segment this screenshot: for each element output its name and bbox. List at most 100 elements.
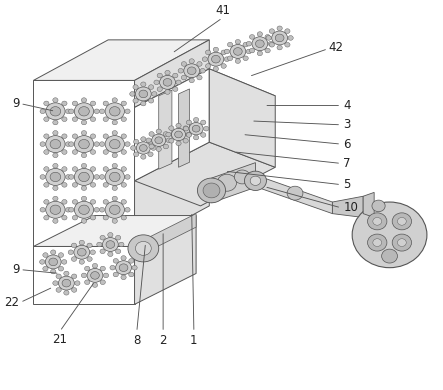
Circle shape <box>201 120 206 125</box>
Circle shape <box>72 150 78 154</box>
Circle shape <box>82 273 87 278</box>
Circle shape <box>249 48 255 53</box>
Circle shape <box>148 85 154 89</box>
Circle shape <box>94 109 99 113</box>
Circle shape <box>51 269 56 274</box>
Circle shape <box>44 150 49 154</box>
Circle shape <box>187 133 191 137</box>
Circle shape <box>139 90 148 98</box>
Polygon shape <box>33 40 209 80</box>
Circle shape <box>189 78 194 83</box>
Circle shape <box>87 268 103 282</box>
Circle shape <box>189 122 203 135</box>
Circle shape <box>230 44 246 58</box>
Circle shape <box>269 43 275 47</box>
Circle shape <box>246 49 252 54</box>
Circle shape <box>163 132 168 136</box>
Circle shape <box>265 35 270 39</box>
Polygon shape <box>135 69 275 135</box>
Circle shape <box>56 288 61 292</box>
Circle shape <box>62 183 67 187</box>
Circle shape <box>245 171 266 190</box>
Circle shape <box>155 137 163 144</box>
Circle shape <box>221 50 226 55</box>
Circle shape <box>87 257 92 261</box>
Circle shape <box>74 168 93 185</box>
Circle shape <box>257 32 263 36</box>
Circle shape <box>121 167 126 171</box>
Circle shape <box>156 147 161 151</box>
Circle shape <box>90 150 96 154</box>
Polygon shape <box>33 246 135 304</box>
Circle shape <box>121 200 126 204</box>
Circle shape <box>112 98 117 103</box>
Circle shape <box>72 167 78 171</box>
Circle shape <box>56 274 61 278</box>
Circle shape <box>66 207 71 212</box>
Circle shape <box>53 281 58 285</box>
Circle shape <box>183 126 189 131</box>
Circle shape <box>119 264 128 271</box>
Circle shape <box>277 26 282 30</box>
Circle shape <box>116 249 121 254</box>
Circle shape <box>202 57 207 62</box>
Circle shape <box>78 248 86 256</box>
Circle shape <box>100 280 105 285</box>
Circle shape <box>154 80 159 85</box>
Circle shape <box>94 175 99 179</box>
Circle shape <box>197 75 202 80</box>
Circle shape <box>203 183 220 198</box>
Circle shape <box>103 183 109 187</box>
Circle shape <box>257 51 263 56</box>
Circle shape <box>392 234 412 251</box>
Circle shape <box>184 64 200 78</box>
Circle shape <box>92 283 97 287</box>
Circle shape <box>68 250 74 255</box>
Circle shape <box>64 291 69 295</box>
Circle shape <box>116 261 132 275</box>
Circle shape <box>112 196 117 201</box>
Circle shape <box>51 250 56 255</box>
Circle shape <box>227 56 233 60</box>
Circle shape <box>40 175 45 179</box>
Circle shape <box>183 126 188 131</box>
Circle shape <box>213 67 218 71</box>
Circle shape <box>103 150 109 154</box>
Polygon shape <box>256 175 332 214</box>
Circle shape <box>287 186 303 200</box>
Circle shape <box>44 117 49 122</box>
Circle shape <box>43 253 48 257</box>
Circle shape <box>133 139 139 144</box>
Circle shape <box>53 131 58 135</box>
Circle shape <box>66 175 71 179</box>
Circle shape <box>44 101 49 106</box>
Circle shape <box>250 176 261 185</box>
Circle shape <box>53 163 58 168</box>
Circle shape <box>288 35 293 40</box>
Circle shape <box>99 109 105 113</box>
Circle shape <box>90 167 96 171</box>
Circle shape <box>113 272 118 277</box>
Circle shape <box>136 87 151 101</box>
Circle shape <box>39 260 45 264</box>
Circle shape <box>128 235 159 262</box>
Circle shape <box>62 167 67 171</box>
Circle shape <box>194 135 199 140</box>
Circle shape <box>178 68 183 73</box>
Circle shape <box>82 163 87 168</box>
Circle shape <box>116 236 121 240</box>
Circle shape <box>152 92 157 96</box>
Circle shape <box>82 120 87 125</box>
Circle shape <box>90 200 96 204</box>
Circle shape <box>208 52 224 66</box>
Circle shape <box>285 29 290 34</box>
Circle shape <box>171 128 186 141</box>
Polygon shape <box>135 214 196 258</box>
Circle shape <box>99 175 105 179</box>
Circle shape <box>49 258 58 266</box>
Circle shape <box>213 47 218 52</box>
Circle shape <box>109 140 120 149</box>
Circle shape <box>91 271 99 279</box>
Circle shape <box>58 276 74 290</box>
Circle shape <box>82 219 87 223</box>
